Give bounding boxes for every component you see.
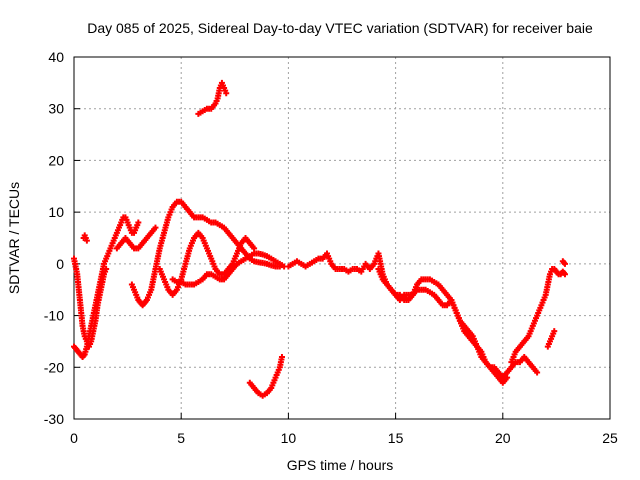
x-tick-label: 25	[602, 430, 618, 446]
grid	[74, 57, 610, 419]
data-point	[504, 374, 511, 381]
y-axis-label: SDTVAR / TECUs	[6, 182, 22, 294]
x-tick-label: 15	[388, 430, 404, 446]
plot-frame	[73, 56, 611, 420]
series-k	[375, 266, 511, 386]
data-points	[71, 79, 568, 399]
data-point	[278, 353, 285, 360]
data-point	[551, 328, 558, 335]
data-point	[251, 245, 258, 252]
x-axis-ticks: 0 5 10 15 20 25	[70, 413, 618, 446]
x-tick-label: 20	[495, 430, 511, 446]
series-n	[559, 258, 568, 267]
x-tick-label: 10	[281, 430, 297, 446]
series-l	[508, 266, 568, 366]
y-tick-label: 0	[56, 256, 64, 272]
series-i	[246, 353, 285, 399]
y-tick-label: 20	[48, 152, 64, 168]
data-point	[83, 237, 90, 244]
data-point	[561, 260, 568, 267]
y-tick-label: -30	[44, 411, 64, 427]
data-point	[135, 219, 142, 226]
x-tick-label: 0	[70, 430, 78, 446]
data-point	[223, 90, 230, 97]
x-axis-label: GPS time / hours	[287, 457, 394, 473]
series-h	[195, 79, 230, 117]
y-tick-label: -20	[44, 359, 64, 375]
data-point	[152, 224, 159, 231]
series-j	[285, 250, 541, 381]
series-g	[169, 250, 288, 288]
data-point	[534, 369, 541, 376]
series-b	[71, 214, 142, 360]
chart-title: Day 085 of 2025, Sidereal Day-to-day VTE…	[87, 20, 593, 36]
y-tick-label: 40	[48, 49, 64, 65]
y-axis-ticks: -30 -20 -10 0 10 20 30 40	[44, 49, 80, 427]
series-e	[128, 198, 283, 309]
x-tick-label: 5	[177, 430, 185, 446]
series-d	[113, 224, 159, 252]
y-tick-label: 10	[48, 204, 64, 220]
series-m	[544, 328, 558, 350]
y-tick-label: -10	[44, 308, 64, 324]
series-c	[80, 232, 90, 244]
data-point	[561, 271, 568, 278]
y-tick-label: 30	[48, 101, 64, 117]
